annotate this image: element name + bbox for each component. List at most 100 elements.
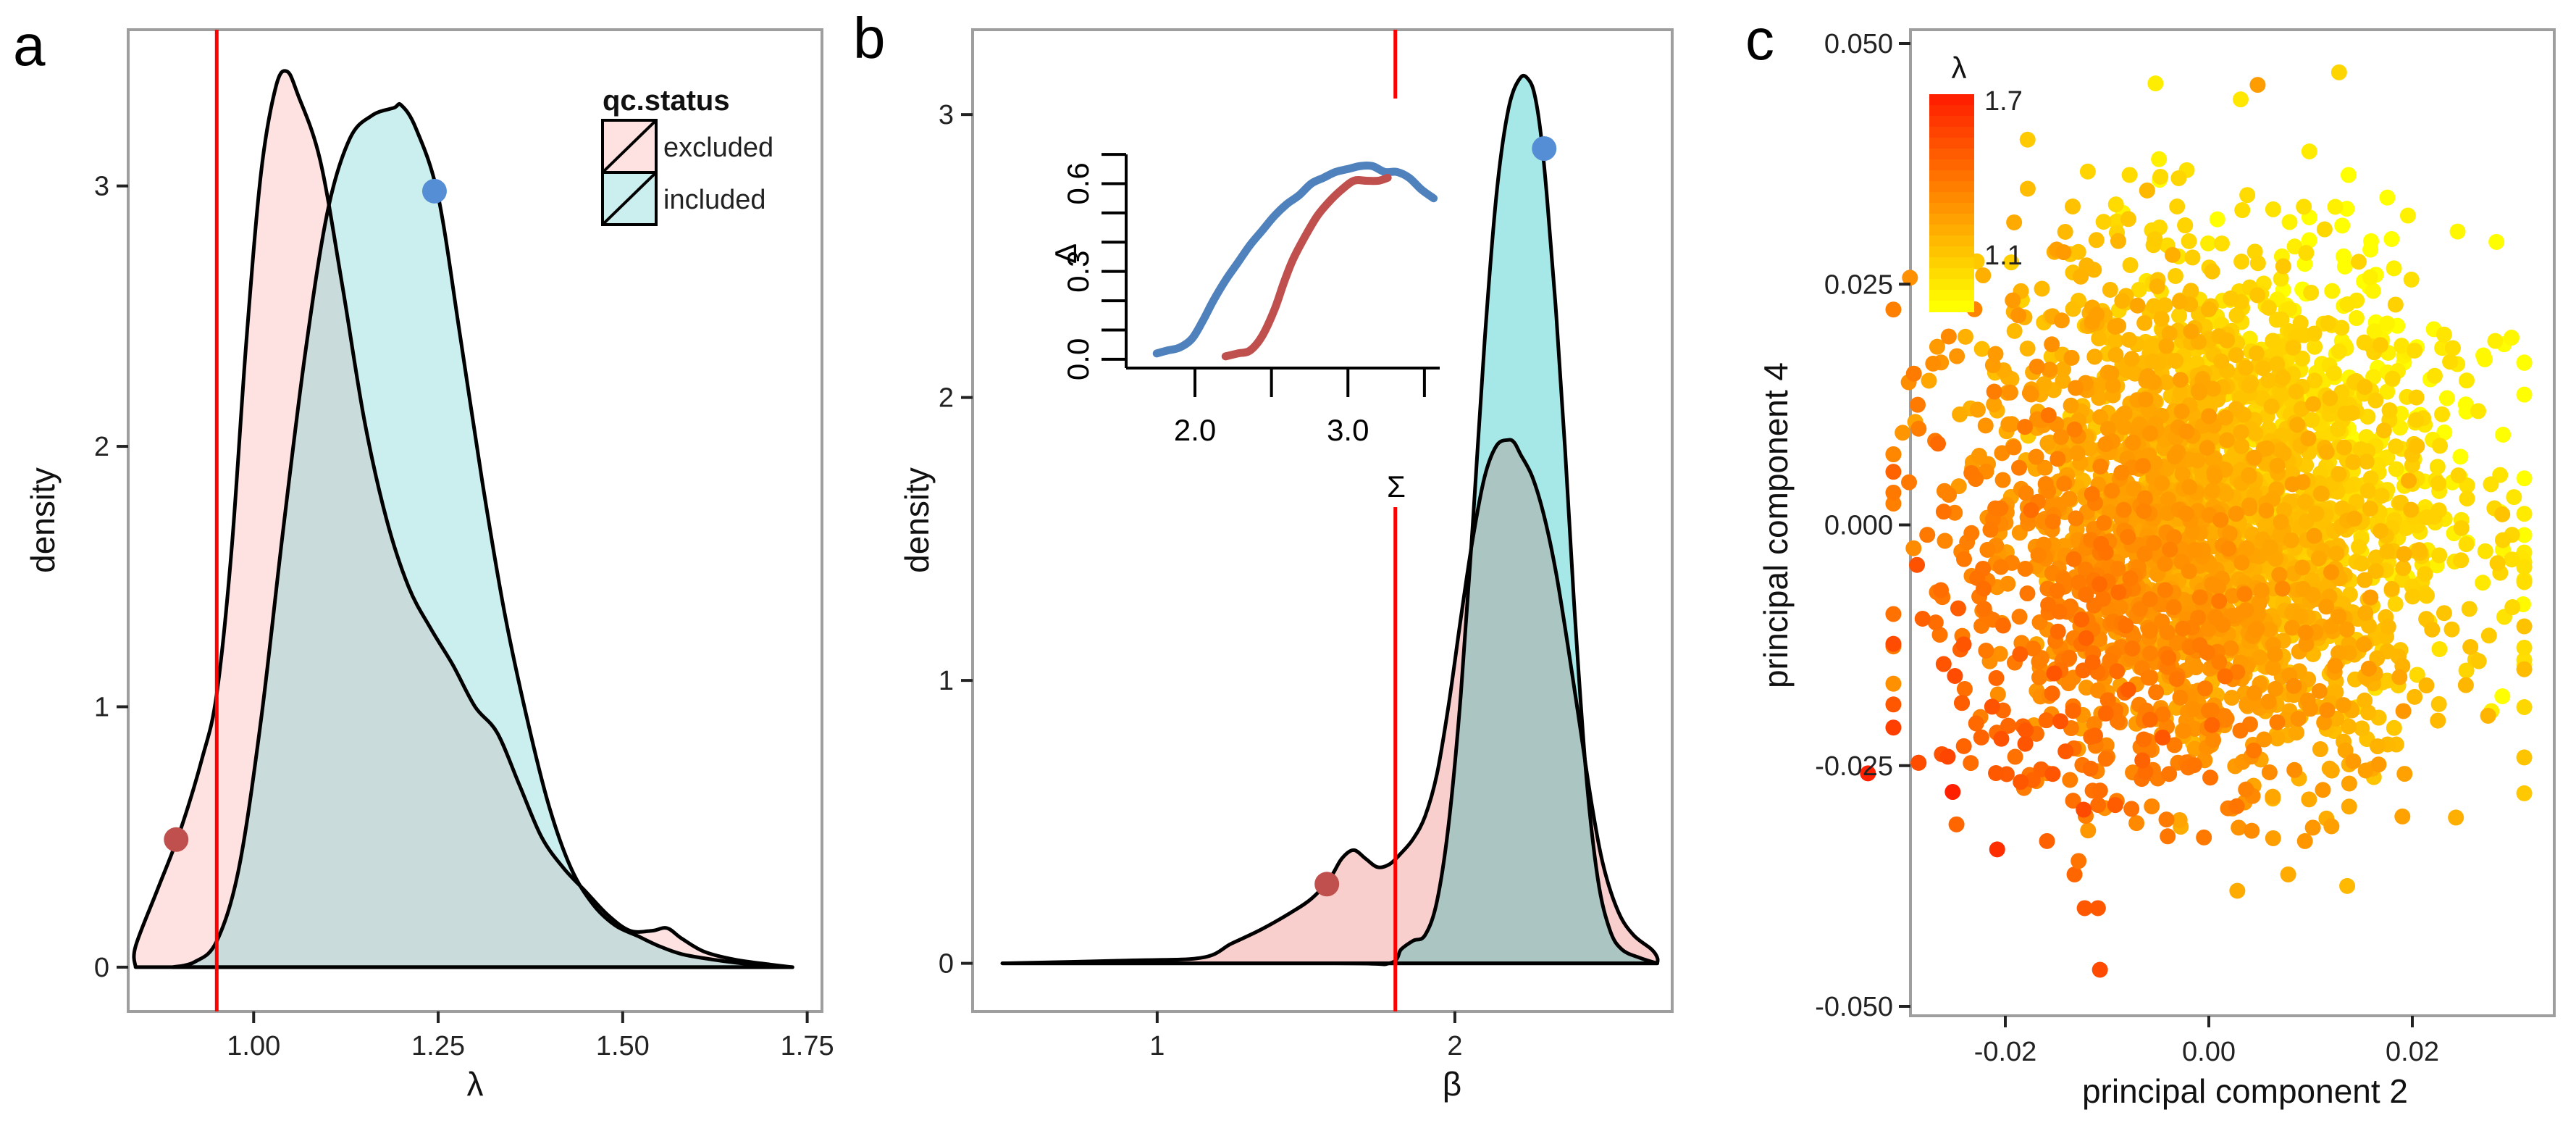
scatter-point [2080,822,2097,839]
scatter-point [2274,580,2291,597]
scatter-point [2141,711,2158,728]
scatter-point [2152,168,2169,185]
scatter-point [2298,636,2315,653]
scatter-point [2238,781,2254,798]
scatter-point [2504,551,2520,568]
colorbar-segment [1929,127,1974,138]
scatter-point [2438,390,2455,406]
scatter-point [2155,706,2171,723]
scatter-point [2288,383,2304,400]
scatter-point [2339,296,2356,312]
scatter-point [2125,434,2141,451]
scatter-point [2318,598,2335,615]
scatter-point [2330,421,2346,438]
scatter-point [2294,580,2311,597]
scatter-point [2290,711,2307,727]
panel-c: c -0.02 0.00 0.020.0500.0250.000-0.025-0.0… [1745,7,2556,1110]
scatter-point [2320,315,2336,332]
scatter-point [2409,438,2425,454]
scatter-point [2357,692,2373,709]
scatter-point [1895,425,1911,441]
scatter-point [2161,325,2178,342]
scatter-point [2168,671,2185,688]
scatter-point-outlier [2330,64,2347,80]
scatter-point-outlier [2229,882,2246,899]
scatter-point [2134,752,2151,769]
scatter-point [2357,605,2374,622]
scatter-point [2436,326,2452,343]
scatter-point [2301,232,2317,249]
scatter-point [1993,730,2010,747]
scatter-point [2312,741,2328,758]
scatter-point [2170,170,2187,186]
scatter-point [1885,635,1902,652]
scatter-point [2241,377,2257,394]
scatter-point [2061,649,2078,666]
scatter-point [2298,244,2315,261]
scatter-point [2147,230,2163,247]
scatter-point [1994,472,2011,488]
scatter-point [2483,476,2499,493]
scatter-point [1941,486,1958,503]
colorbar-segment [1929,138,1974,149]
density-outline-included [170,101,794,969]
scatter-point [2395,560,2412,577]
scatter-point [2065,551,2082,567]
scatter-point [2383,580,2400,597]
scatter-point [1910,396,1926,413]
scatter-point [2210,578,2227,595]
scatter-point [2069,445,2086,462]
scatter-point [2259,440,2275,456]
scatter-point [2360,704,2377,721]
scatter-point [2431,547,2448,564]
scatter-point [2444,340,2461,356]
inset-x-tick-label: 3.0 [1327,413,1369,447]
scatter-point [2161,766,2178,782]
scatter-point [1988,765,2005,782]
marker-included [421,178,447,204]
scatter-point [1992,559,2009,575]
x-axis-label-b: β [1443,1065,1461,1103]
scatter-point [2102,282,2118,299]
scatter-point [2333,320,2350,336]
scatter-point [2139,182,2155,199]
scatter-point [2136,546,2153,562]
scatter-point [2011,459,2028,476]
x-tick-label: 0.00 [2182,1037,2236,1067]
scatter-point [2092,458,2109,475]
scatter-point [2388,461,2404,477]
scatter-point [2408,412,2425,428]
scatter-point [2341,718,2357,735]
scatter-point [2269,457,2286,474]
scatter-point [2070,243,2086,260]
scatter-point [2019,341,2036,357]
scatter-point [2093,535,2110,552]
scatter-point [2212,512,2229,528]
scatter-point [2092,576,2108,593]
scatter-point [2308,505,2325,522]
scatter-point [2241,500,2258,517]
scatter-point [1930,435,1947,452]
scatter-point [2116,419,2133,435]
scatter-point [2079,163,2096,180]
scatter-point [2351,538,2367,555]
scatter-point [2052,713,2068,730]
scatter-point [2324,283,2341,299]
y-tick-label: 0.050 [1824,29,1893,59]
scatter-point [2216,708,2233,725]
scatter-point [2249,606,2266,623]
x-axis-label-a: λ [467,1065,484,1103]
scatter-point [2310,550,2327,567]
scatter-point [1931,627,1948,643]
scatter-point [2269,730,2286,747]
density-outline-included [1000,74,1659,967]
scatter-point [2407,342,2423,359]
scatter-point [2286,761,2303,778]
plot-area-b [1000,30,1660,1011]
scatter-point [2480,707,2496,724]
scatter-point [2031,669,2047,685]
scatter-point [2089,682,2106,698]
scatter-point [2418,509,2435,526]
scatter-point [2269,356,2286,372]
scatter-point-outlier [1989,841,2005,858]
